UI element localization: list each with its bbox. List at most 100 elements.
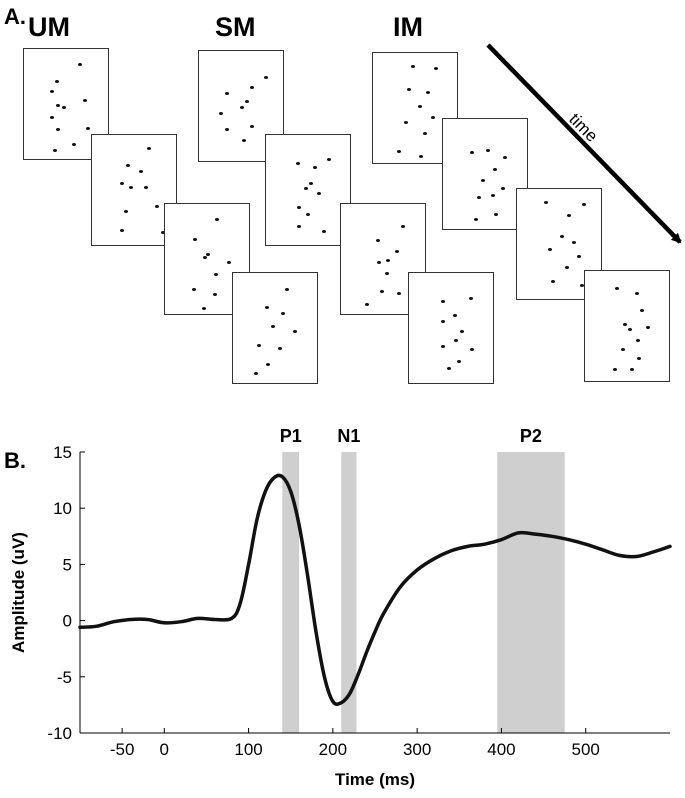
stimulus-dot [419,154,424,158]
stimulus-dot [411,64,416,68]
stimulus-dot [250,124,255,128]
stimulus-dot [426,90,431,94]
stimulus-dot [564,265,569,269]
stimulus-dot [250,86,255,90]
stimulus-dot [551,280,556,284]
stimulus-dot [326,158,331,162]
stimulus-dot [313,165,318,169]
stimulus-dot [422,132,427,136]
stimulus-dot [441,299,446,303]
stimulus-dot [620,347,625,351]
stimulus-dot [397,292,402,296]
stimulus-dot [364,303,369,307]
panel-a-label: A. [4,4,26,29]
window-p1-label: P1 [280,426,302,446]
condition-label-um: UM [28,12,70,42]
stimulus-frame [408,272,494,384]
y-tick-label: -5 [57,668,72,687]
stimulus-dot [645,325,650,329]
stimulus-dot [433,67,438,71]
stimulus-dot [456,359,461,363]
stimulus-dot [407,88,412,92]
stimulus-dot [224,92,229,96]
stimulus-dot [245,99,250,103]
stimulus-frame [91,134,177,246]
stimulus-dot [62,105,67,109]
stimulus-frame [584,270,670,382]
stimulus-dot [454,338,459,342]
stimulus-dot [469,347,474,351]
stimulus-dot [192,287,197,291]
stimulus-dot [212,293,217,297]
stimulus-dot [308,181,313,185]
x-tick-label: 0 [160,740,169,759]
stimulus-dot [52,149,57,153]
stimulus-dot [264,76,269,80]
stimulus-dot [120,181,125,185]
stimulus-dot [201,306,206,310]
x-axis-title: Time (ms) [335,770,415,789]
stimulus-dot [193,238,198,242]
stimulus-dot [124,209,129,213]
stimulus-dot [636,338,641,342]
stimulus-dot [622,323,627,327]
stimulus-dot [266,363,271,367]
stimulus-dot [441,319,446,323]
window-p2-label: P2 [520,426,542,446]
stimulus-dot [85,127,90,131]
condition-label-sm: SM [215,12,256,42]
stimulus-dot [304,187,309,191]
stimulus-dot [418,105,423,109]
stimulus-dot [256,344,261,348]
stimulus-dot [460,329,465,333]
stimulus-dot [77,63,82,67]
x-tick-label: 400 [487,740,515,759]
stimulus-dot [154,205,159,209]
stimulus-dot [306,213,311,217]
stimulus-dot [226,260,231,264]
stimulus-dot [385,271,390,275]
stimulus-dot [576,254,581,258]
stimulus-dot [431,116,436,120]
stimulus-dot [285,288,290,292]
stimulus-dot [225,127,230,131]
y-tick-label: 10 [53,499,72,518]
stimulus-dot [139,170,144,174]
x-tick-label: 500 [572,740,600,759]
y-tick-label: 5 [63,555,72,574]
stimulus-dot [396,150,401,154]
panel-b-label: B. [4,448,26,473]
stimulus-dot [278,346,283,350]
stimulus-dot [292,329,297,333]
stimulus-dot [56,103,61,107]
stimulus-dot [50,115,55,119]
stimulus-dot [71,142,76,146]
stimulus-dot [296,206,301,210]
stimulus-dot [264,306,269,310]
stimulus-dot [400,224,405,228]
stimulus-dot [213,273,218,277]
stimulus-dot [126,163,131,167]
x-tick-label: -50 [110,740,135,759]
stimulus-dot [639,308,644,312]
stimulus-dot [56,128,61,132]
stimulus-dot [547,247,552,251]
stimulus-dot [254,372,259,376]
stimulus-dot [83,99,88,103]
stimulus-dot [627,327,632,331]
stimulus-dot [386,258,391,262]
x-tick-label: 300 [403,740,431,759]
stimulus-dot [146,146,151,150]
stimulus-dot [218,112,223,116]
stimulus-dot [473,218,478,222]
stimulus-dot [481,179,486,183]
stimulus-dot [394,249,399,253]
stimulus-dot [144,186,149,190]
y-tick-label: 0 [63,612,72,631]
window-p2-band [497,452,565,733]
erp-waveform-line [78,473,672,706]
stimulus-dot [613,368,618,372]
y-tick-label: 15 [53,443,72,462]
stimulus-dot [317,191,322,195]
